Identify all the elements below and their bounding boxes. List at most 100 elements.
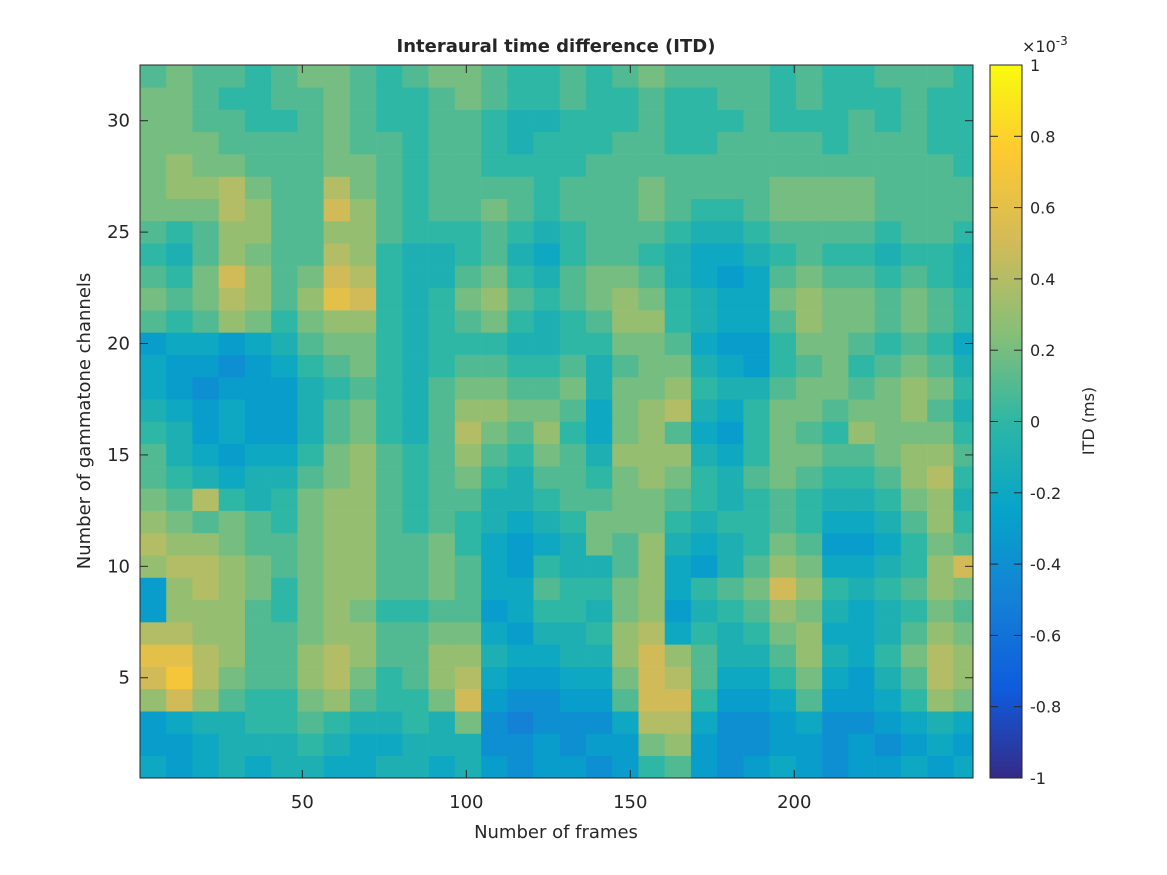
- heatmap-cell: [638, 376, 666, 400]
- heatmap-cell: [638, 488, 666, 511]
- heatmap-cell: [271, 332, 298, 355]
- heatmap-cell: [953, 510, 973, 534]
- heatmap-cell: [297, 755, 324, 778]
- heatmap-cell: [481, 265, 508, 289]
- heatmap-cell: [769, 510, 797, 534]
- heatmap-cell: [533, 243, 561, 266]
- heatmap-cell: [743, 265, 770, 289]
- heatmap-cell: [140, 131, 167, 155]
- heatmap-cell: [376, 399, 403, 422]
- heatmap-cell: [192, 488, 220, 511]
- heatmap-cell: [874, 310, 902, 333]
- heatmap-cell: [507, 243, 534, 266]
- heatmap-cell: [166, 599, 193, 623]
- heatmap-cell: [769, 265, 797, 289]
- heatmap-cell: [218, 688, 246, 712]
- heatmap-cell: [533, 644, 561, 667]
- heatmap-cell: [612, 287, 639, 311]
- heatmap-cell: [953, 65, 973, 88]
- heatmap-cell: [953, 176, 973, 199]
- heatmap-cell: [218, 287, 246, 311]
- heatmap-cell: [533, 599, 561, 623]
- heatmap-cell: [559, 421, 587, 445]
- heatmap-cell: [822, 265, 849, 289]
- heatmap-cell: [323, 466, 351, 489]
- heatmap-cell: [140, 332, 167, 355]
- heatmap-cell: [349, 666, 377, 690]
- heatmap-cell: [769, 310, 797, 333]
- heatmap-cell: [271, 733, 298, 757]
- heatmap-cell: [690, 733, 718, 757]
- heatmap-cell: [900, 577, 928, 601]
- heatmap-cell: [323, 265, 351, 289]
- heatmap-cell: [874, 198, 902, 222]
- heatmap-cell: [428, 354, 456, 378]
- heatmap-cell: [428, 109, 456, 133]
- heatmap-cell: [533, 399, 561, 422]
- heatmap-cell: [428, 577, 456, 601]
- heatmap-cell: [822, 87, 849, 110]
- heatmap-cell: [717, 622, 744, 645]
- heatmap-cell: [218, 532, 246, 556]
- heatmap-cell: [166, 154, 193, 177]
- heatmap-cell: [507, 666, 534, 690]
- heatmap-cell: [638, 666, 666, 690]
- heatmap-cell: [612, 220, 639, 244]
- heatmap-cell: [638, 399, 666, 422]
- heatmap-cell: [586, 577, 613, 601]
- heatmap-cell: [559, 131, 587, 155]
- heatmap-cell: [795, 109, 823, 133]
- heatmap-cell: [559, 555, 587, 578]
- heatmap-cell: [822, 555, 849, 578]
- heatmap-cell: [376, 265, 403, 289]
- heatmap-cell: [638, 733, 666, 757]
- heatmap-cell: [428, 622, 456, 645]
- x-tick-label: 100: [449, 792, 483, 813]
- heatmap-cell: [376, 310, 403, 333]
- heatmap-cell: [795, 733, 823, 757]
- heatmap-cell: [376, 532, 403, 556]
- heatmap-cell: [900, 532, 928, 556]
- heatmap-cell: [454, 198, 482, 222]
- heatmap-cell: [900, 354, 928, 378]
- heatmap-cell: [953, 622, 973, 645]
- heatmap-cell: [507, 488, 534, 511]
- heatmap-cell: [376, 332, 403, 355]
- heatmap-cell: [271, 154, 298, 177]
- heatmap-cell: [559, 265, 587, 289]
- heatmap-cell: [638, 220, 666, 244]
- heatmap-cell: [402, 532, 429, 556]
- heatmap-cell: [454, 154, 482, 177]
- heatmap-cell: [271, 555, 298, 578]
- heatmap-cell: [717, 310, 744, 333]
- heatmap-cell: [743, 622, 770, 645]
- heatmap-cell: [323, 688, 351, 712]
- heatmap-cell: [454, 577, 482, 601]
- heatmap-cell: [586, 376, 613, 400]
- heatmap-cell: [822, 198, 849, 222]
- heatmap-cell: [953, 577, 973, 601]
- heatmap-cell: [297, 599, 324, 623]
- heatmap-cell: [586, 109, 613, 133]
- heatmap-cell: [586, 287, 613, 311]
- heatmap-cell: [166, 644, 193, 667]
- heatmap-cell: [428, 443, 456, 467]
- heatmap-cell: [795, 532, 823, 556]
- heatmap-cell: [717, 755, 744, 778]
- heatmap-cell: [874, 466, 902, 489]
- heatmap-cell: [349, 488, 377, 511]
- heatmap-cell: [848, 87, 875, 110]
- heatmap-cell: [664, 711, 692, 734]
- heatmap-cell: [402, 287, 429, 311]
- heatmap-cell: [927, 220, 954, 244]
- heatmap-cell: [638, 555, 666, 578]
- heatmap-cell: [586, 332, 613, 355]
- heatmap-cell: [218, 376, 246, 400]
- heatmap-cell: [297, 131, 324, 155]
- heatmap-cell: [271, 65, 298, 88]
- heatmap-cell: [323, 421, 351, 445]
- heatmap-cell: [690, 711, 718, 734]
- heatmap-cell: [323, 577, 351, 601]
- heatmap-cell: [481, 688, 508, 712]
- heatmap-cell: [795, 154, 823, 177]
